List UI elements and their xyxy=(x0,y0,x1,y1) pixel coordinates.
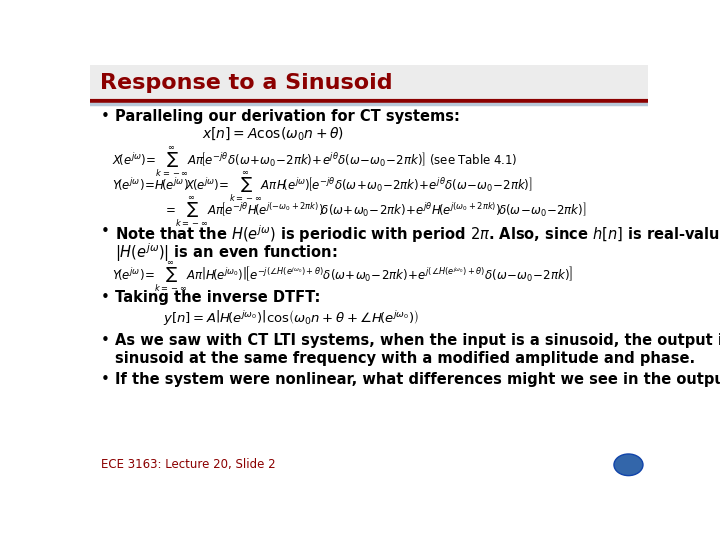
Text: Paralleling our derivation for CT systems:: Paralleling our derivation for CT system… xyxy=(115,109,460,124)
Text: $x[n] = A\cos(\omega_0 n + \theta)$: $x[n] = A\cos(\omega_0 n + \theta)$ xyxy=(202,125,343,142)
Text: $X\!\left(e^{j\omega}\right)\!=\!\sum_{k=-\infty}^{\infty} A\pi\!\left[e^{-j\the: $X\!\left(e^{j\omega}\right)\!=\!\sum_{k… xyxy=(112,145,518,179)
FancyBboxPatch shape xyxy=(90,65,648,100)
Text: •: • xyxy=(101,372,110,387)
Text: $Y\!\left(e^{j\omega}\right)\!=\!H\!\left(e^{j\omega}\right)\!X\!\left(e^{j\omeg: $Y\!\left(e^{j\omega}\right)\!=\!H\!\lef… xyxy=(112,170,534,204)
Text: $=\!\sum_{k=-\infty}^{\infty} A\pi\!\left[e^{-j\theta}H\!\left(e^{j(-\omega_0+2\: $=\!\sum_{k=-\infty}^{\infty} A\pi\!\lef… xyxy=(163,194,586,229)
Text: Note that the $H(e^{j\omega})$ is periodic with period $2\pi$. Also, since $h[n]: Note that the $H(e^{j\omega})$ is period… xyxy=(115,224,720,245)
Text: •: • xyxy=(101,224,110,239)
Text: $Y\!\left(e^{j\omega}\right)\!=\!\sum_{k=-\infty}^{\infty} A\pi\left|H\!\left(e^: $Y\!\left(e^{j\omega}\right)\!=\!\sum_{k… xyxy=(112,259,574,294)
Text: •: • xyxy=(101,109,110,124)
Text: sinusoid at the same frequency with a modified amplitude and phase.: sinusoid at the same frequency with a mo… xyxy=(115,351,696,366)
Text: $|H(e^{j\omega})|$ is an even function:: $|H(e^{j\omega})|$ is an even function: xyxy=(115,241,338,264)
Text: As we saw with CT LTI systems, when the input is a sinusoid, the output is a: As we saw with CT LTI systems, when the … xyxy=(115,333,720,348)
Circle shape xyxy=(614,454,643,476)
Text: Taking the inverse DTFT:: Taking the inverse DTFT: xyxy=(115,290,320,305)
Text: Response to a Sinusoid: Response to a Sinusoid xyxy=(100,73,392,93)
Text: $y[n] = A\left|H\!\left(e^{j\omega_0}\right)\right|\cos\!\left(\omega_0 n + \the: $y[n] = A\left|H\!\left(e^{j\omega_0}\ri… xyxy=(163,308,418,327)
Text: If the system were nonlinear, what differences might we see in the output?: If the system were nonlinear, what diffe… xyxy=(115,372,720,387)
Text: •: • xyxy=(101,290,110,305)
Text: ECE 3163: Lecture 20, Slide 2: ECE 3163: Lecture 20, Slide 2 xyxy=(101,458,276,471)
Text: •: • xyxy=(101,333,110,348)
